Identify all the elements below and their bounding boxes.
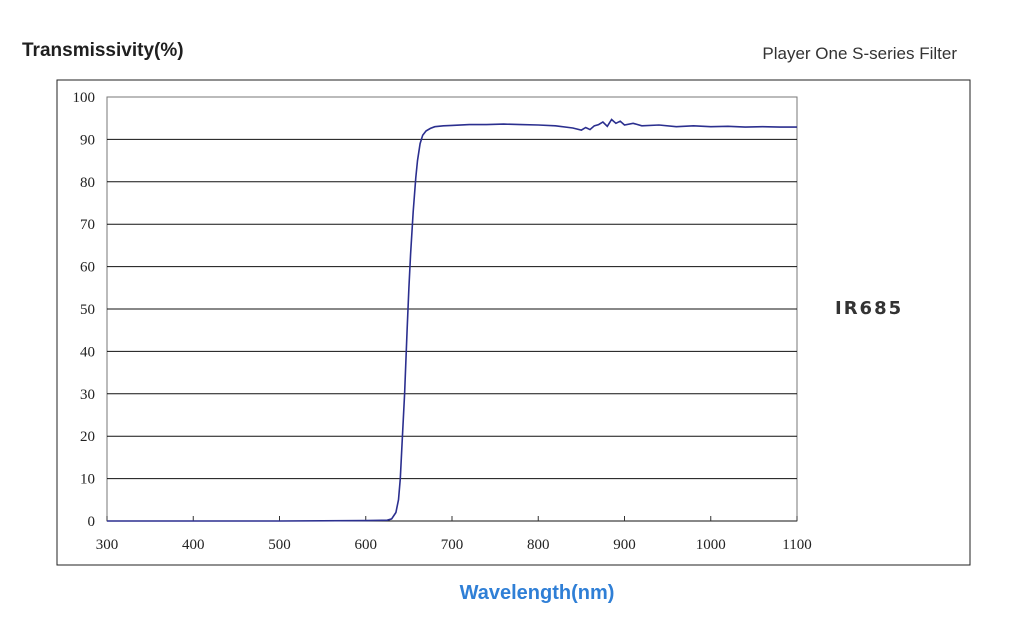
x-tick-label: 700: [441, 537, 464, 553]
x-axis-title: Wavelength(nm): [459, 582, 615, 604]
x-tick-label: 900: [613, 537, 636, 553]
x-tick-label: 1000: [696, 537, 726, 553]
x-tick-label: 1100: [782, 537, 811, 553]
x-tick-label: 600: [355, 537, 378, 553]
y-tick-label: 30: [80, 387, 95, 403]
y-tick-label: 50: [80, 302, 95, 318]
x-tick-label: 300: [96, 537, 119, 553]
filter-badge: IR685: [835, 298, 903, 319]
y-tick-label: 90: [80, 132, 95, 148]
y-tick-label: 40: [80, 344, 95, 360]
x-tick-label: 400: [182, 537, 205, 553]
y-tick-label: 60: [80, 260, 95, 276]
y-tick-label: 10: [80, 472, 95, 488]
x-tick-labels: 300 400 500 600 700 800 900 1000 1100: [96, 537, 812, 553]
y-tick-label: 0: [88, 514, 96, 530]
grid-lines: [106, 96, 798, 522]
y-tick-label: 20: [80, 429, 95, 445]
y-tick-label: 70: [80, 217, 95, 233]
chart-frame: [56, 79, 971, 566]
x-tick-label: 500: [268, 537, 291, 553]
y-tick-label: 80: [80, 175, 95, 191]
transmission-curve: [107, 118, 797, 522]
chart-subtitle: Player One S-series Filter: [762, 44, 957, 63]
x-tick-label: 800: [527, 537, 550, 553]
y-axis-title: Transmissivity(%): [22, 40, 184, 61]
y-tick-label: 100: [73, 90, 96, 106]
y-tick-labels: 0 10 20 30 40 50 60 70 80 90 100: [73, 90, 96, 530]
